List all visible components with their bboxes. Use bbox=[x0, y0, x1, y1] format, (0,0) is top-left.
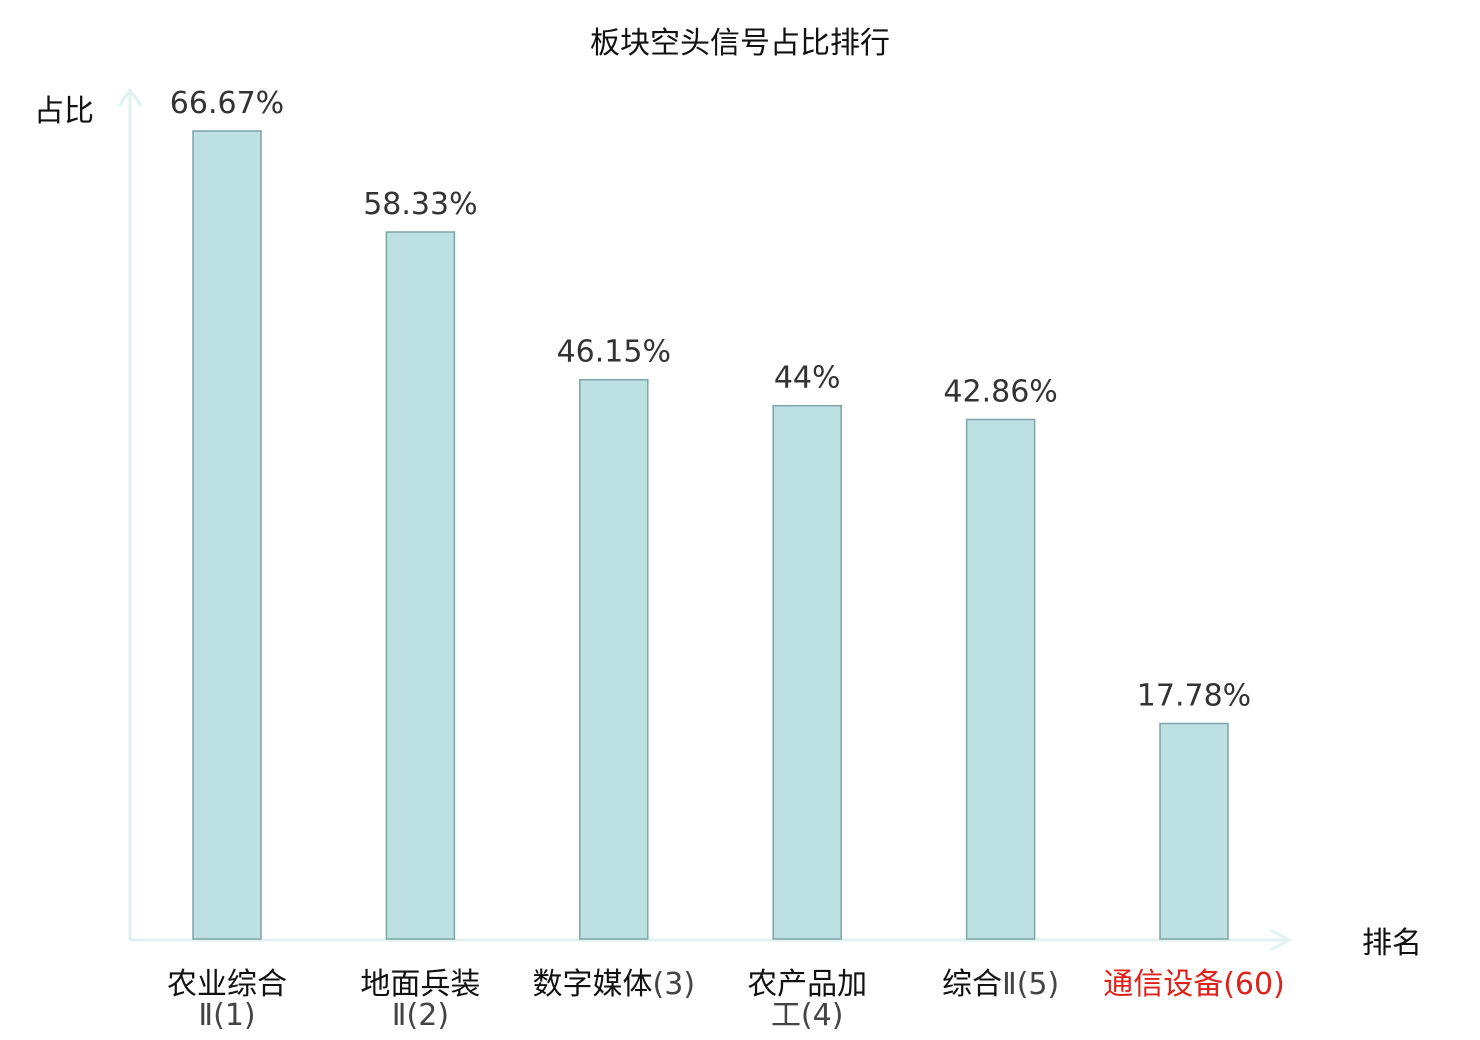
value-label-5: 42.86% bbox=[943, 375, 1057, 410]
bar-3 bbox=[579, 378, 649, 940]
value-labels-layer: 66.67% 58.33% 46.15% 44% 42.86% 17.78% bbox=[170, 86, 1251, 714]
chart-title: 板块空头信号占比排行 bbox=[590, 26, 890, 61]
value-label-6: 17.78% bbox=[1137, 679, 1251, 714]
category-label-4: 农产品加 bbox=[747, 967, 867, 1002]
bar-1 bbox=[192, 130, 262, 940]
value-label-2: 58.33% bbox=[363, 187, 477, 222]
category-label-1: 农业综合 bbox=[167, 967, 287, 1002]
category-label-5: 综合Ⅱ(5) bbox=[942, 967, 1059, 1002]
category-label-6: 通信设备(60) bbox=[1103, 967, 1285, 1002]
x-axis-arrow bbox=[1270, 928, 1293, 952]
y-axis-arrow bbox=[117, 87, 143, 107]
value-label-4: 44% bbox=[774, 361, 841, 396]
category-name-3: 数字媒体 bbox=[533, 967, 653, 1002]
bars-layer bbox=[192, 130, 1229, 940]
y-axis-label: 占比 bbox=[34, 94, 94, 129]
category-name-6: 通信设备 bbox=[1103, 967, 1223, 1002]
value-label-3: 46.15% bbox=[557, 335, 671, 370]
category-rank-5: Ⅱ(5) bbox=[1002, 967, 1059, 1002]
bar-6 bbox=[1159, 722, 1229, 940]
value-label-1: 66.67% bbox=[170, 86, 284, 121]
bar-5 bbox=[965, 418, 1036, 940]
category-label-2: 地面兵装 bbox=[360, 967, 480, 1002]
category-rank-1: Ⅱ(1) bbox=[198, 998, 255, 1033]
bar-2 bbox=[385, 231, 456, 940]
bar-4 bbox=[772, 404, 842, 940]
x-axis-label: 排名 bbox=[1362, 926, 1422, 961]
category-rank-3: (3) bbox=[653, 967, 696, 1002]
category-rank-2: Ⅱ(2) bbox=[392, 998, 449, 1033]
category-label-3: 数字媒体(3) bbox=[533, 967, 696, 1002]
category-rank-4: 工(4) bbox=[771, 998, 844, 1033]
category-rank-6: (60) bbox=[1223, 967, 1285, 1002]
category-name-5: 综合 bbox=[942, 967, 1002, 1002]
